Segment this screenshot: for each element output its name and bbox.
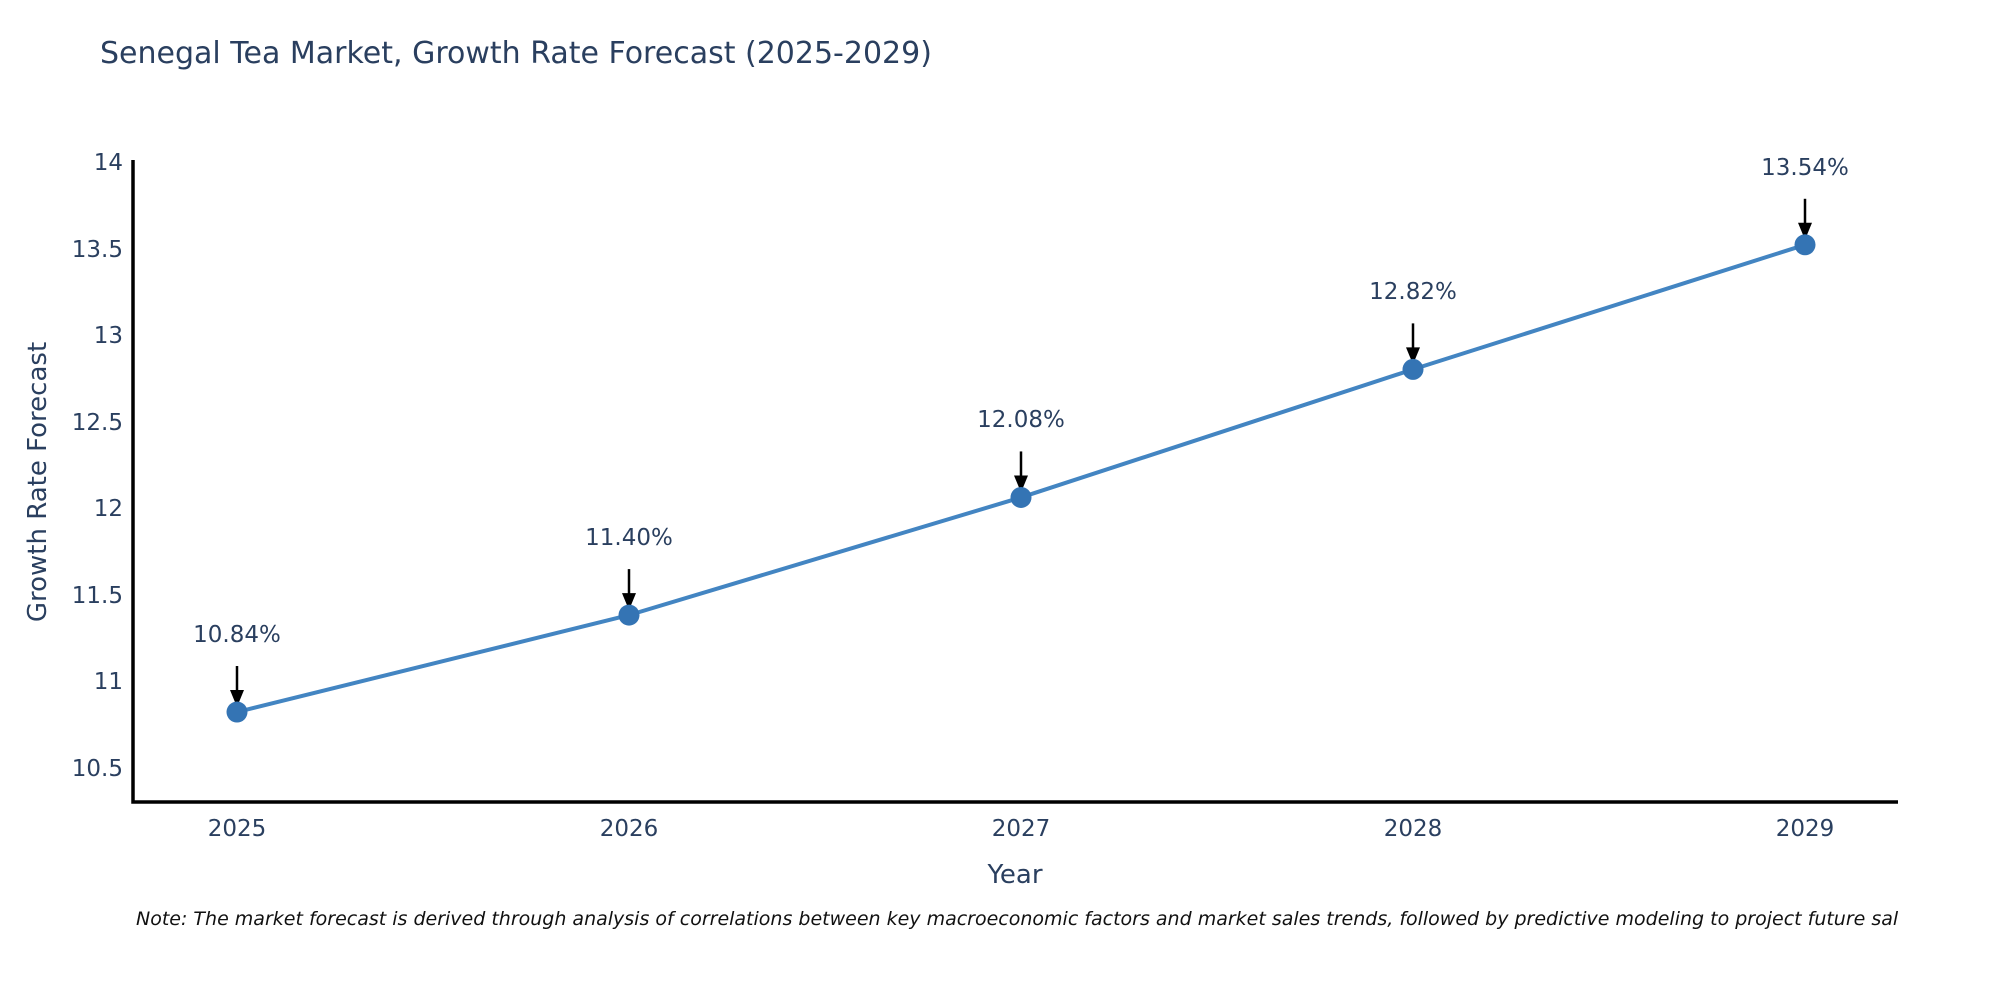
- footnote: Note: The market forecast is derived thr…: [136, 908, 1899, 930]
- data-point-marker: [618, 604, 640, 626]
- data-point-marker: [1010, 486, 1032, 508]
- y-tick-label: 13: [93, 323, 123, 350]
- y-tick-label: 14: [93, 150, 123, 177]
- x-tick-label: 2027: [991, 816, 1051, 842]
- data-point-label: 12.82%: [1369, 279, 1457, 306]
- y-tick-label: 12.5: [71, 409, 123, 436]
- data-point-marker: [1794, 234, 1816, 256]
- x-tick-label: 2028: [1383, 816, 1443, 842]
- y-tick-label: 10.5: [71, 755, 123, 782]
- data-point-marker: [226, 701, 248, 723]
- data-point-label: 13.54%: [1761, 154, 1849, 181]
- x-axis-title: Year: [987, 860, 1043, 890]
- x-tick-label: 2026: [599, 816, 659, 842]
- annotation-arrow-head: [1014, 475, 1028, 493]
- annotation-arrow-head: [1798, 222, 1812, 240]
- data-point-marker: [1402, 358, 1424, 380]
- data-point-label: 10.84%: [193, 622, 281, 649]
- annotation-arrow-head: [230, 690, 244, 708]
- y-tick-label: 11.5: [71, 582, 123, 609]
- annotation-arrow-head: [622, 593, 636, 611]
- x-tick-label: 2025: [207, 816, 267, 842]
- x-tick-label: 2029: [1775, 816, 1835, 842]
- y-tick-label: 12: [93, 496, 123, 523]
- data-point-label: 11.40%: [585, 525, 673, 552]
- annotation-arrow-head: [1406, 347, 1420, 365]
- y-tick-label: 11: [93, 669, 123, 696]
- chart-title: Senegal Tea Market, Growth Rate Forecast…: [100, 36, 932, 71]
- axis-spines: [131, 160, 1898, 804]
- y-tick-label: 13.5: [71, 236, 123, 263]
- y-axis-title: Growth Rate Forecast: [23, 341, 53, 623]
- data-point-label: 12.08%: [977, 407, 1065, 434]
